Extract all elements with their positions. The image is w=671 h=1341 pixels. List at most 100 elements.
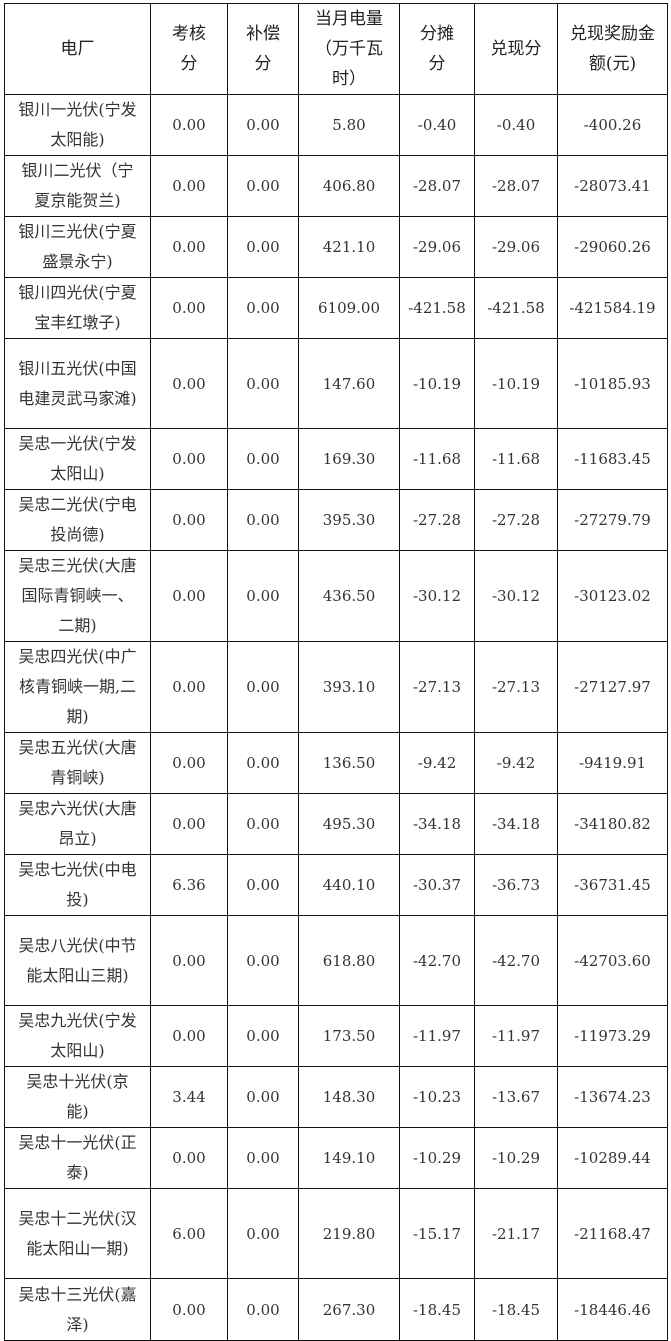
cell-plant-name: 吴忠三光伏(大唐国际青铜峡一、二期) [4,550,151,642]
monthly-energy-text: 495.30 [322,815,376,833]
plant-name-text: 吴忠一光伏(宁发太阳山) [18,434,137,483]
assessment-score-text: 0.00 [172,511,206,529]
cell-compensation-score: 0.00 [227,854,299,916]
assessment-score-text: 0.00 [172,754,206,772]
redeemed-score-text: -21.17 [491,1224,540,1243]
cell-redeemed-score: -13.67 [474,1066,558,1128]
cell-assessment-score: 0.00 [150,94,228,156]
cell-reward-amount: -29060.26 [557,216,668,278]
cell-assessment-score: 6.00 [150,1188,228,1279]
monthly-energy-text: 406.80 [322,177,376,195]
assessment-score-text: 6.00 [172,1224,206,1243]
cell-allocation-score: -34.18 [399,793,475,855]
monthly-energy-text: 393.10 [322,678,376,696]
plant-name-text: 银川一光伏(宁发太阳能) [18,100,137,149]
cell-reward-amount: -28073.41 [557,155,668,217]
monthly-energy-text: 173.50 [322,1027,376,1045]
assessment-score-text: 0.00 [172,587,206,605]
plant-name-text: 吴忠二光伏(宁电投尚德) [18,495,137,544]
plant-name-text: 吴忠九光伏(宁发太阳山) [18,1011,137,1060]
assessment-score-text: 0.00 [172,951,206,970]
allocation-score-text: -421.58 [408,299,466,317]
reward-amount-text: -421584.19 [569,299,656,317]
cell-assessment-score: 0.00 [150,1005,228,1067]
cell-compensation-score: 0.00 [227,216,299,278]
monthly-energy-text: 136.50 [322,754,376,772]
cell-plant-name: 吴忠十二光伏(汉能太阳山一期) [4,1188,151,1279]
plant-name-text: 吴忠五光伏(大唐青铜峡) [18,738,137,787]
cell-monthly-energy: 618.80 [298,915,400,1006]
compensation-score-text: 0.00 [246,299,280,317]
cell-redeemed-score: -29.06 [474,216,558,278]
monthly-energy-text: 169.30 [322,450,376,468]
plant-name-text: 银川五光伏(中国电建灵武马家滩) [18,358,137,408]
header-redeemed: 兑现分 [474,3,558,95]
cell-assessment-score: 0.00 [150,732,228,794]
cell-redeemed-score: -27.13 [474,641,558,733]
monthly-energy-text: 421.10 [322,238,376,256]
cell-redeemed-score: -30.12 [474,550,558,642]
allocation-score-text: -30.37 [412,876,461,894]
plant-name-text: 吴忠十一光伏(正泰) [18,1133,137,1182]
cell-plant-name: 吴忠八光伏(中节能太阳山三期) [4,915,151,1006]
cell-reward-amount: -18446.46 [557,1278,668,1341]
cell-reward-amount: -36731.45 [557,854,668,916]
cell-reward-amount: -10289.44 [557,1127,668,1189]
cell-allocation-score: -9.42 [399,732,475,794]
cell-assessment-score: 3.44 [150,1066,228,1128]
cell-allocation-score: -421.58 [399,277,475,339]
assessment-score-text: 0.00 [172,1149,206,1167]
reward-amount-text: -36731.45 [574,876,651,894]
compensation-score-text: 0.00 [246,1149,280,1167]
cell-reward-amount: -13674.23 [557,1066,668,1128]
table-row: 吴忠十一光伏(正泰) 0.00 0.00 149.10 -10.29 -10.29 -102… [4,1127,668,1189]
cell-assessment-score: 6.36 [150,854,228,916]
cell-redeemed-score: -34.18 [474,793,558,855]
cell-redeemed-score: -11.97 [474,1005,558,1067]
header-assessment: 考核分 [150,3,228,95]
cell-compensation-score: 0.00 [227,277,299,339]
redeemed-score-text: -30.12 [491,587,540,605]
allocation-score-text: -27.28 [412,511,461,529]
redeemed-score-text: -27.13 [491,678,540,696]
cell-compensation-score: 0.00 [227,1127,299,1189]
cell-assessment-score: 0.00 [150,428,228,490]
cell-reward-amount: -11973.29 [557,1005,668,1067]
cell-monthly-energy: 147.60 [298,338,400,429]
table-row: 吴忠五光伏(大唐青铜峡) 0.00 0.00 136.50 -9.42 -9.42 -941… [4,732,668,794]
redeemed-score-text: -13.67 [491,1088,540,1106]
reward-amount-text: -18446.46 [574,1300,651,1319]
cell-monthly-energy: 219.80 [298,1188,400,1279]
redeemed-score-text: -0.40 [496,116,536,134]
cell-reward-amount: -11683.45 [557,428,668,490]
redeemed-score-text: -42.70 [491,951,540,970]
cell-compensation-score: 0.00 [227,1005,299,1067]
monthly-energy-text: 436.50 [322,587,376,605]
cell-plant-name: 吴忠六光伏(大唐昂立) [4,793,151,855]
plant-name-text: 吴忠八光伏(中节能太阳山三期) [18,935,137,985]
redeemed-score-text: -36.73 [491,876,540,894]
header-text: 兑现分 [490,39,542,59]
assessment-score-text: 0.00 [172,177,206,195]
cell-allocation-score: -30.37 [399,854,475,916]
allocation-score-text: -10.29 [412,1149,461,1167]
table-row: 吴忠一光伏(宁发太阳山) 0.00 0.00 169.30 -11.68 -11.68 -1… [4,428,668,490]
reward-amount-text: -28073.41 [574,177,651,195]
cell-assessment-score: 0.00 [150,155,228,217]
cell-allocation-score: -27.13 [399,641,475,733]
header-text: 考核分 [172,24,206,74]
compensation-score-text: 0.00 [246,815,280,833]
redeemed-score-text: -11.97 [491,1027,540,1045]
allocation-score-text: -30.12 [412,587,461,605]
cell-redeemed-score: -10.29 [474,1127,558,1189]
monthly-energy-text: 440.10 [322,876,376,894]
table-row: 吴忠十光伏(京能) 3.44 0.00 148.30 -10.23 -13.67 -1367… [4,1066,668,1128]
cell-monthly-energy: 495.30 [298,793,400,855]
reward-amount-text: -10289.44 [574,1149,651,1167]
header-text: 电厂 [60,39,95,59]
cell-compensation-score: 0.00 [227,641,299,733]
allocation-score-text: -15.17 [412,1224,461,1243]
cell-compensation-score: 0.00 [227,94,299,156]
reward-amount-text: -10185.93 [574,374,651,393]
cell-compensation-score: 0.00 [227,732,299,794]
